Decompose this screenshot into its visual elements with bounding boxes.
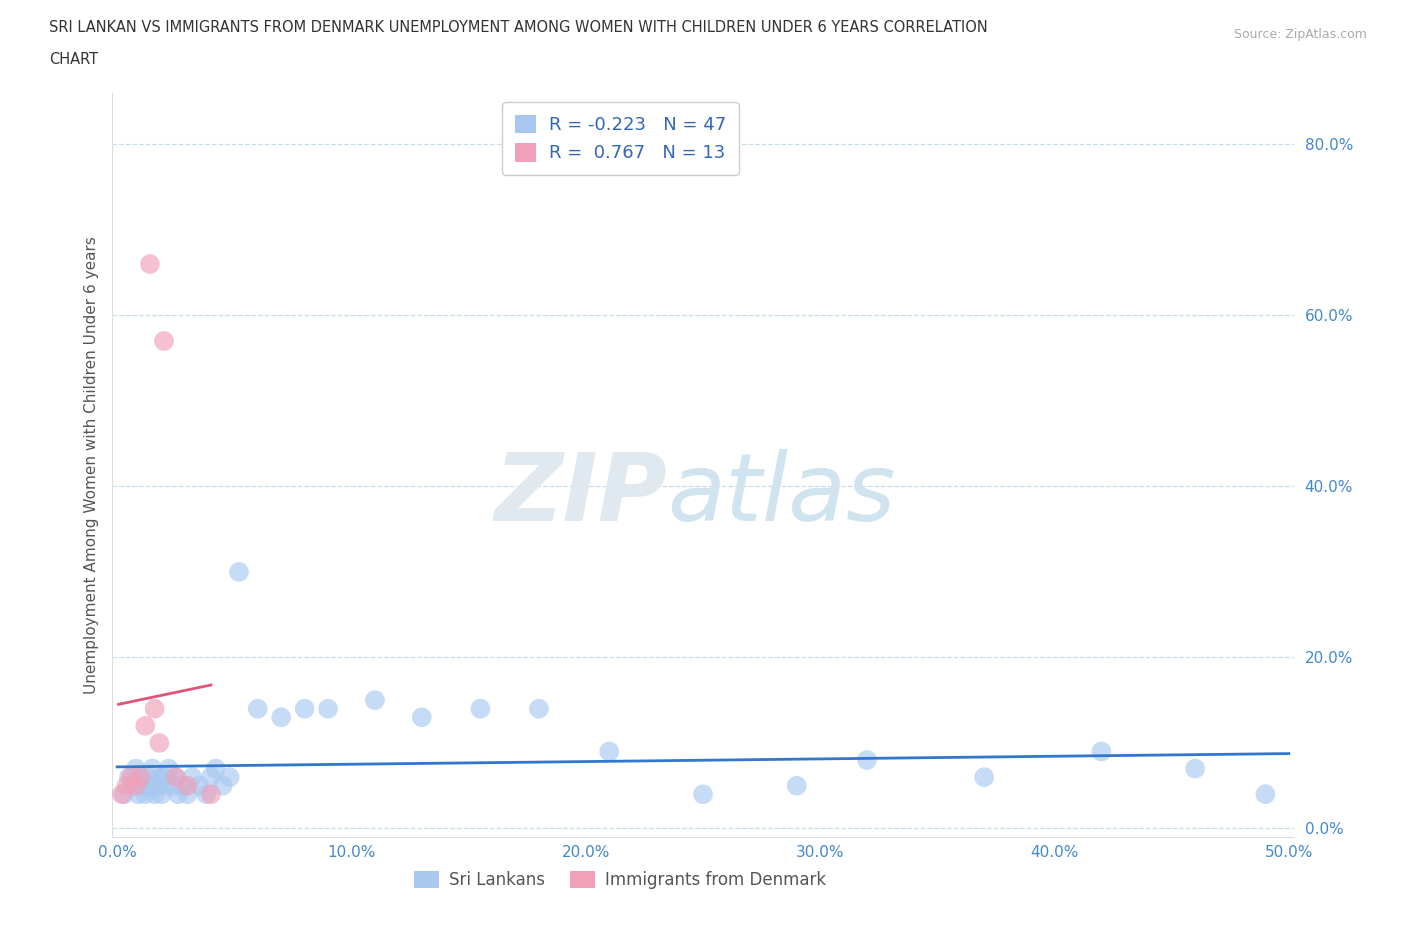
Point	[111, 787, 134, 802]
Text: atlas: atlas	[668, 449, 896, 540]
Point	[157, 761, 180, 776]
Point	[139, 778, 162, 793]
Point	[143, 787, 166, 802]
Point	[153, 770, 176, 785]
Point	[125, 778, 148, 793]
Point	[973, 770, 995, 785]
Point	[143, 701, 166, 716]
Point	[153, 334, 176, 349]
Point	[132, 778, 155, 793]
Point	[1090, 744, 1112, 759]
Point	[692, 787, 714, 802]
Text: SRI LANKAN VS IMMIGRANTS FROM DENMARK UNEMPLOYMENT AMONG WOMEN WITH CHILDREN UND: SRI LANKAN VS IMMIGRANTS FROM DENMARK UN…	[49, 20, 988, 35]
Point	[200, 770, 222, 785]
Point	[856, 752, 879, 767]
Point	[120, 770, 142, 785]
Point	[165, 770, 187, 785]
Point	[115, 778, 138, 793]
Point	[218, 770, 240, 785]
Point	[129, 770, 152, 785]
Point	[172, 778, 194, 793]
Point	[167, 787, 190, 802]
Point	[598, 744, 620, 759]
Point	[136, 770, 159, 785]
Point	[411, 710, 433, 724]
Point	[148, 736, 170, 751]
Point	[294, 701, 316, 716]
Point	[176, 787, 198, 802]
Point	[1184, 761, 1206, 776]
Legend: Sri Lankans, Immigrants from Denmark: Sri Lankans, Immigrants from Denmark	[408, 864, 834, 896]
Point	[122, 778, 145, 793]
Point	[204, 761, 226, 776]
Point	[470, 701, 492, 716]
Point	[141, 761, 163, 776]
Point	[246, 701, 269, 716]
Point	[200, 787, 222, 802]
Point	[165, 770, 187, 785]
Point	[228, 565, 250, 579]
Point	[364, 693, 387, 708]
Point	[181, 770, 204, 785]
Point	[134, 718, 156, 733]
Point	[211, 778, 233, 793]
Text: ZIP: ZIP	[495, 449, 668, 540]
Point	[162, 778, 184, 793]
Point	[1254, 787, 1277, 802]
Point	[155, 778, 177, 793]
Point	[316, 701, 339, 716]
Point	[112, 787, 135, 802]
Point	[527, 701, 550, 716]
Point	[139, 257, 162, 272]
Point	[125, 761, 148, 776]
Point	[148, 770, 170, 785]
Point	[118, 770, 141, 785]
Point	[146, 778, 169, 793]
Point	[270, 710, 292, 724]
Point	[176, 778, 198, 793]
Point	[195, 787, 218, 802]
Text: CHART: CHART	[49, 52, 98, 67]
Point	[127, 787, 149, 802]
Point	[150, 787, 173, 802]
Point	[188, 778, 211, 793]
Point	[134, 787, 156, 802]
Text: Source: ZipAtlas.com: Source: ZipAtlas.com	[1233, 28, 1367, 41]
Y-axis label: Unemployment Among Women with Children Under 6 years: Unemployment Among Women with Children U…	[83, 236, 98, 694]
Point	[129, 770, 152, 785]
Point	[786, 778, 808, 793]
